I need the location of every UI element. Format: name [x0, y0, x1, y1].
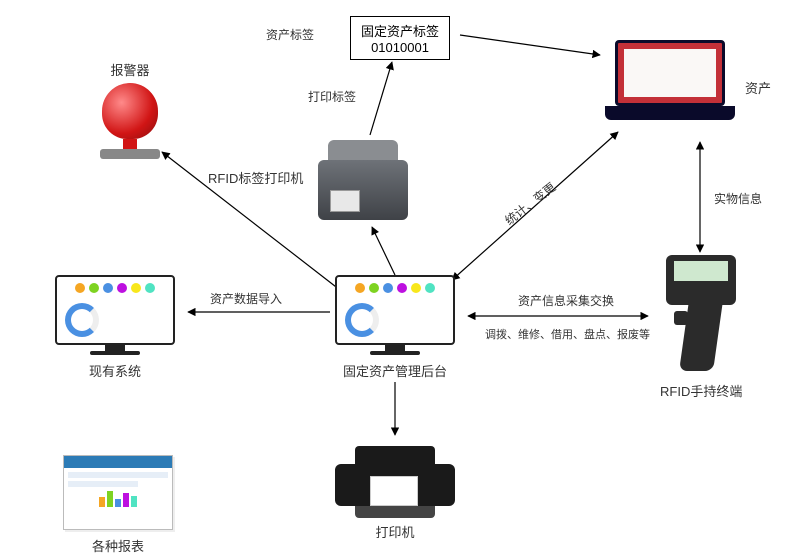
- inkjet-icon: [335, 438, 455, 518]
- edge-label-data-import: 资产数据导入: [210, 290, 282, 307]
- mid-monitor-label: 固定资产管理后台: [335, 361, 455, 380]
- alarm-label: 报警器: [95, 60, 165, 79]
- report-icon: [63, 455, 173, 530]
- rfid-printer-label: RFID标签打印机: [208, 168, 303, 187]
- alarm-node: 报警器: [95, 60, 165, 173]
- rfid-printer-icon: [318, 140, 408, 220]
- asset-tag-box: 固定资产标签 01010001: [350, 16, 450, 60]
- edge-label-asset-tag: 资产标签: [266, 26, 314, 43]
- edge-label-physical-info: 实物信息: [714, 190, 762, 207]
- inkjet-label: 打印机: [335, 522, 455, 541]
- handheld-icon: [666, 255, 736, 375]
- laptop-icon: [605, 40, 735, 130]
- report-node: 各种报表: [63, 455, 173, 555]
- rfid-printer-node: [318, 140, 408, 220]
- left-monitor-node: 现有系统: [55, 275, 175, 380]
- handheld-node: RFID手持终端: [660, 255, 742, 400]
- laptop-node: [605, 40, 735, 130]
- edge-label-info-exchange: 资产信息采集交换: [518, 292, 614, 309]
- monitor-icon: [335, 275, 455, 355]
- laptop-label: 资产: [745, 78, 771, 97]
- inkjet-node: 打印机: [335, 438, 455, 541]
- monitor-icon: [55, 275, 175, 355]
- tag-title: 固定资产标签: [361, 21, 439, 40]
- alarm-icon: [95, 83, 165, 173]
- left-monitor-label: 现有系统: [55, 361, 175, 380]
- edge-label-print-tag: 打印标签: [308, 88, 356, 105]
- edge-sublabel-ops: 调拨、维修、借用、盘点、报废等: [485, 326, 650, 342]
- edge-label-stat-change: 统计、变更: [501, 178, 559, 228]
- mid-monitor-node: 固定资产管理后台: [335, 275, 455, 380]
- handheld-label: RFID手持终端: [660, 381, 742, 400]
- report-label: 各种报表: [63, 536, 173, 555]
- tag-code: 01010001: [361, 40, 439, 55]
